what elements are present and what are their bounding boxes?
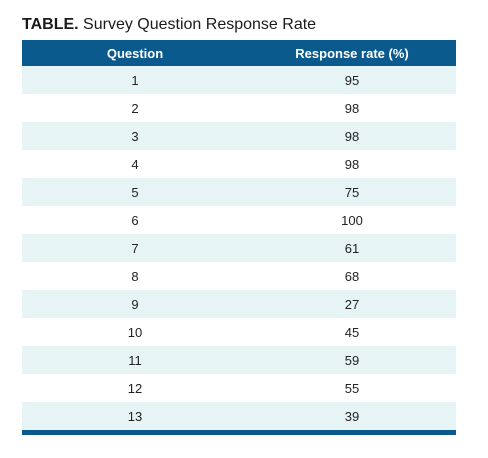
caption-label: TABLE. [22,16,79,33]
question-cell: 7 [22,234,248,262]
table-row: 2 98 [22,94,456,122]
caption-title: Survey Question Response Rate [83,16,317,33]
rate-cell: 98 [344,156,360,172]
table-row: 12 55 [22,374,456,402]
rate-cell: 95 [248,66,456,94]
question-cell: 13 [22,402,248,433]
question-cell: 4 [131,156,139,172]
rate-cell: 39 [248,402,456,433]
question-cell: 9 [22,290,248,318]
question-cell: 3 [22,122,248,150]
table-row: 8 68 [22,262,456,290]
rate-cell: 61 [248,234,456,262]
rate-cell: 98 [344,100,360,116]
question-cell: 1 [22,66,248,94]
question-cell: 12 [127,380,143,396]
table-row: 1 95 [22,66,456,94]
table-row: 4 98 [22,150,456,178]
table-row: 7 61 [22,234,456,262]
question-cell: 11 [22,346,248,374]
question-cell: 6 [131,212,139,228]
question-cell: 2 [131,100,139,116]
rate-cell: 27 [248,290,456,318]
data-table: Question Response rate (%) 1 95 2 98 3 98 4 98 5 7… [22,40,456,435]
table-body: 1 95 2 98 3 98 4 98 5 75 6 100 7 61 8 68 9 27 10 45 11 59 12 55… [22,66,456,433]
rate-cell: 75 [248,178,456,206]
rate-cell: 59 [248,346,456,374]
rate-cell: 45 [344,324,360,340]
rate-cell: 98 [248,122,456,150]
column-header: Question [22,40,248,66]
table-row: 3 98 [22,122,456,150]
rate-cell: 100 [341,212,363,228]
table-head: Question Response rate (%) [22,40,456,66]
column-header: Response rate (%) [248,40,456,66]
table-row: 6 100 [22,206,456,234]
table-row: 9 27 [22,290,456,318]
question-cell: 8 [131,268,139,284]
table-row: 5 75 [22,178,456,206]
header-row: Question Response rate (%) [22,40,456,66]
question-cell: 10 [127,324,143,340]
table-row: 13 39 [22,402,456,433]
rate-cell: 55 [344,380,360,396]
question-cell: 5 [22,178,248,206]
table-caption: TABLE. Survey Question Response Rate [22,16,316,34]
table-row: 10 45 [22,318,456,346]
table-row: 11 59 [22,346,456,374]
rate-cell: 68 [344,268,360,284]
